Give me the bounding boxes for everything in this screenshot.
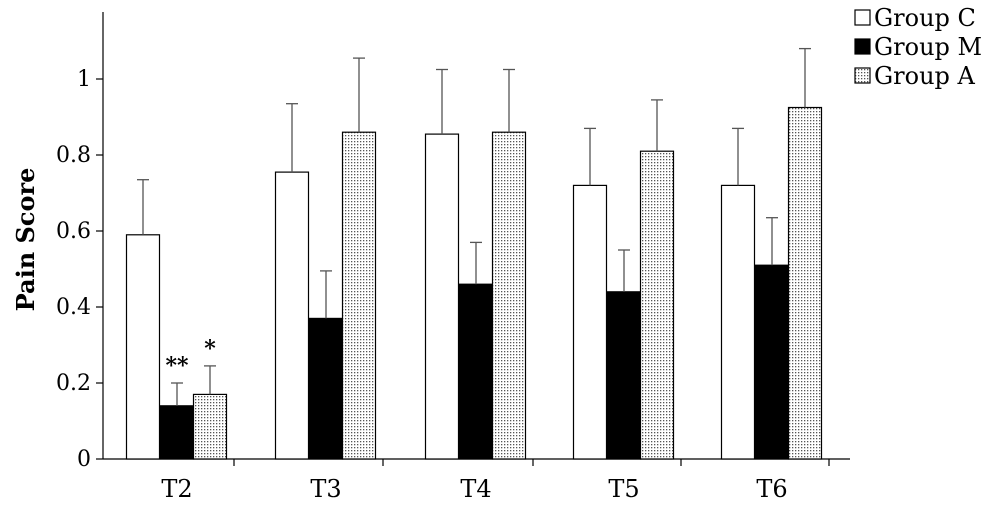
bar-group-m xyxy=(159,405,195,460)
x-tick-label: T5 xyxy=(608,475,639,503)
y-tick-label: 0.8 xyxy=(56,143,91,168)
annotations: *** xyxy=(165,336,216,379)
legend-label: Group A xyxy=(874,62,976,90)
error-bars xyxy=(137,47,811,406)
bar-group-c xyxy=(720,184,756,460)
x-tick-label: T3 xyxy=(310,475,341,503)
bar-group-c xyxy=(274,171,310,460)
x-tick-label: T2 xyxy=(161,475,192,503)
axis-labels: T2 T3 T4 T5 T6 Pain Score xyxy=(11,168,788,503)
bar-group-a xyxy=(639,150,675,460)
y-tick-label: 0.6 xyxy=(56,219,91,244)
bar-group-c xyxy=(424,133,460,460)
x-tick-label: T4 xyxy=(460,475,491,503)
bar-group-m xyxy=(606,291,642,460)
y-tick-label: 1 xyxy=(77,67,91,92)
significance-marker: * xyxy=(204,336,216,362)
bars xyxy=(125,106,823,460)
significance-marker: ** xyxy=(165,353,189,379)
legend-swatch xyxy=(854,67,871,84)
bar-group-a xyxy=(341,131,377,460)
y-axis-label: Pain Score xyxy=(11,168,40,312)
y-tick-label: 0.2 xyxy=(56,371,91,396)
bar-group-a xyxy=(192,393,228,460)
bar-group-c xyxy=(572,184,608,460)
bar-group-a xyxy=(787,106,823,460)
axes: 0 0.2 0.4 0.6 0.8 1 xyxy=(56,12,850,472)
legend-swatch xyxy=(854,38,871,55)
x-tick-label: T6 xyxy=(756,475,787,503)
legend-label: Group M xyxy=(874,33,982,61)
y-tick-label: 0 xyxy=(77,447,91,472)
bar-group-m xyxy=(754,264,790,460)
bar-group-c xyxy=(125,234,161,460)
legend-swatch xyxy=(854,9,871,26)
y-tick-label: 0.4 xyxy=(56,295,91,320)
legend-label: Group C xyxy=(874,4,976,32)
bar-group-a xyxy=(491,131,527,460)
bar-group-m xyxy=(458,283,494,460)
bar-group-m xyxy=(308,317,344,460)
